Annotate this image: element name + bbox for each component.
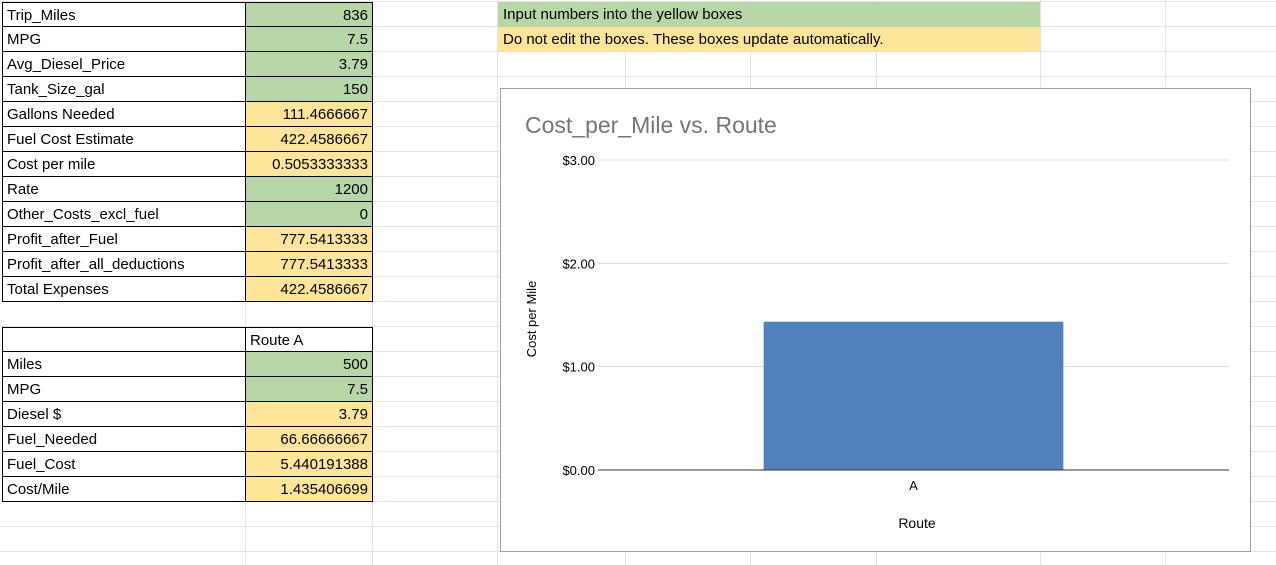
route-row-value[interactable]: 3.79 [245,402,373,427]
row-value[interactable]: 150 [245,77,373,102]
row-value[interactable]: 111.4666667 [245,102,373,127]
bar [763,321,1064,470]
route-row-label[interactable]: Diesel $ [2,402,246,427]
row-value[interactable]: 1200 [245,177,373,202]
row-value[interactable]: 422.4586667 [245,277,373,302]
row-label[interactable]: MPG [2,27,246,52]
row-label[interactable]: Profit_after_Fuel [2,227,246,252]
row-value[interactable]: 422.4586667 [245,127,373,152]
y-tick-label: $0.00 [562,463,595,478]
route-row-value[interactable]: 1.435406699 [245,477,373,502]
route-row-value[interactable]: 5.440191388 [245,452,373,477]
x-tick-label: A [909,478,918,493]
row-value[interactable]: 777.5413333 [245,252,373,277]
row-label[interactable]: Avg_Diesel_Price [2,52,246,77]
route-row-value[interactable]: 66.66666667 [245,427,373,452]
row-value[interactable]: 836 [245,2,373,27]
row-label[interactable]: Other_Costs_excl_fuel [2,202,246,227]
row-label[interactable]: Tank_Size_gal [2,77,246,102]
chart-title: Cost_per_Mile vs. Route [525,112,777,138]
route-row-label[interactable]: Cost/Mile [2,477,246,502]
row-value[interactable]: 0.5053333333 [245,152,373,177]
y-tick-label: $3.00 [562,153,595,168]
row-value[interactable]: 3.79 [245,52,373,77]
row-value[interactable]: 7.5 [245,27,373,52]
chart-svg: Cost_per_Mile vs. Route Route Cost per M… [524,112,1229,531]
instruction-auto: Do not edit the boxes. These boxes updat… [498,27,1040,52]
row-value[interactable]: 0 [245,202,373,227]
row-value[interactable]: 777.5413333 [245,227,373,252]
route-header-empty[interactable] [2,327,246,352]
y-tick-label: $1.00 [562,360,595,375]
route-row-value[interactable]: 7.5 [245,377,373,402]
row-label[interactable]: Gallons Needed [2,102,246,127]
column-gridline [497,0,498,565]
route-row-label[interactable]: Fuel_Cost [2,452,246,477]
route-header[interactable]: Route A [245,327,373,352]
y-tick-label: $2.00 [562,256,595,271]
route-row-label[interactable]: Miles [2,352,246,377]
row-label[interactable]: Fuel Cost Estimate [2,127,246,152]
row-label[interactable]: Cost per mile [2,152,246,177]
row-label[interactable]: Rate [2,177,246,202]
chart[interactable]: Cost_per_Mile vs. Route Route Cost per M… [500,88,1251,552]
row-label[interactable]: Trip_Miles [2,2,246,27]
y-axis-label: Cost per Mile [524,281,539,358]
row-label[interactable]: Profit_after_all_deductions [2,252,246,277]
route-row-label[interactable]: MPG [2,377,246,402]
route-row-label[interactable]: Fuel_Needed [2,427,246,452]
instruction-input: Input numbers into the yellow boxes [498,2,1040,27]
x-axis-label: Route [898,515,936,531]
route-row-value[interactable]: 500 [245,352,373,377]
row-label[interactable]: Total Expenses [2,277,246,302]
